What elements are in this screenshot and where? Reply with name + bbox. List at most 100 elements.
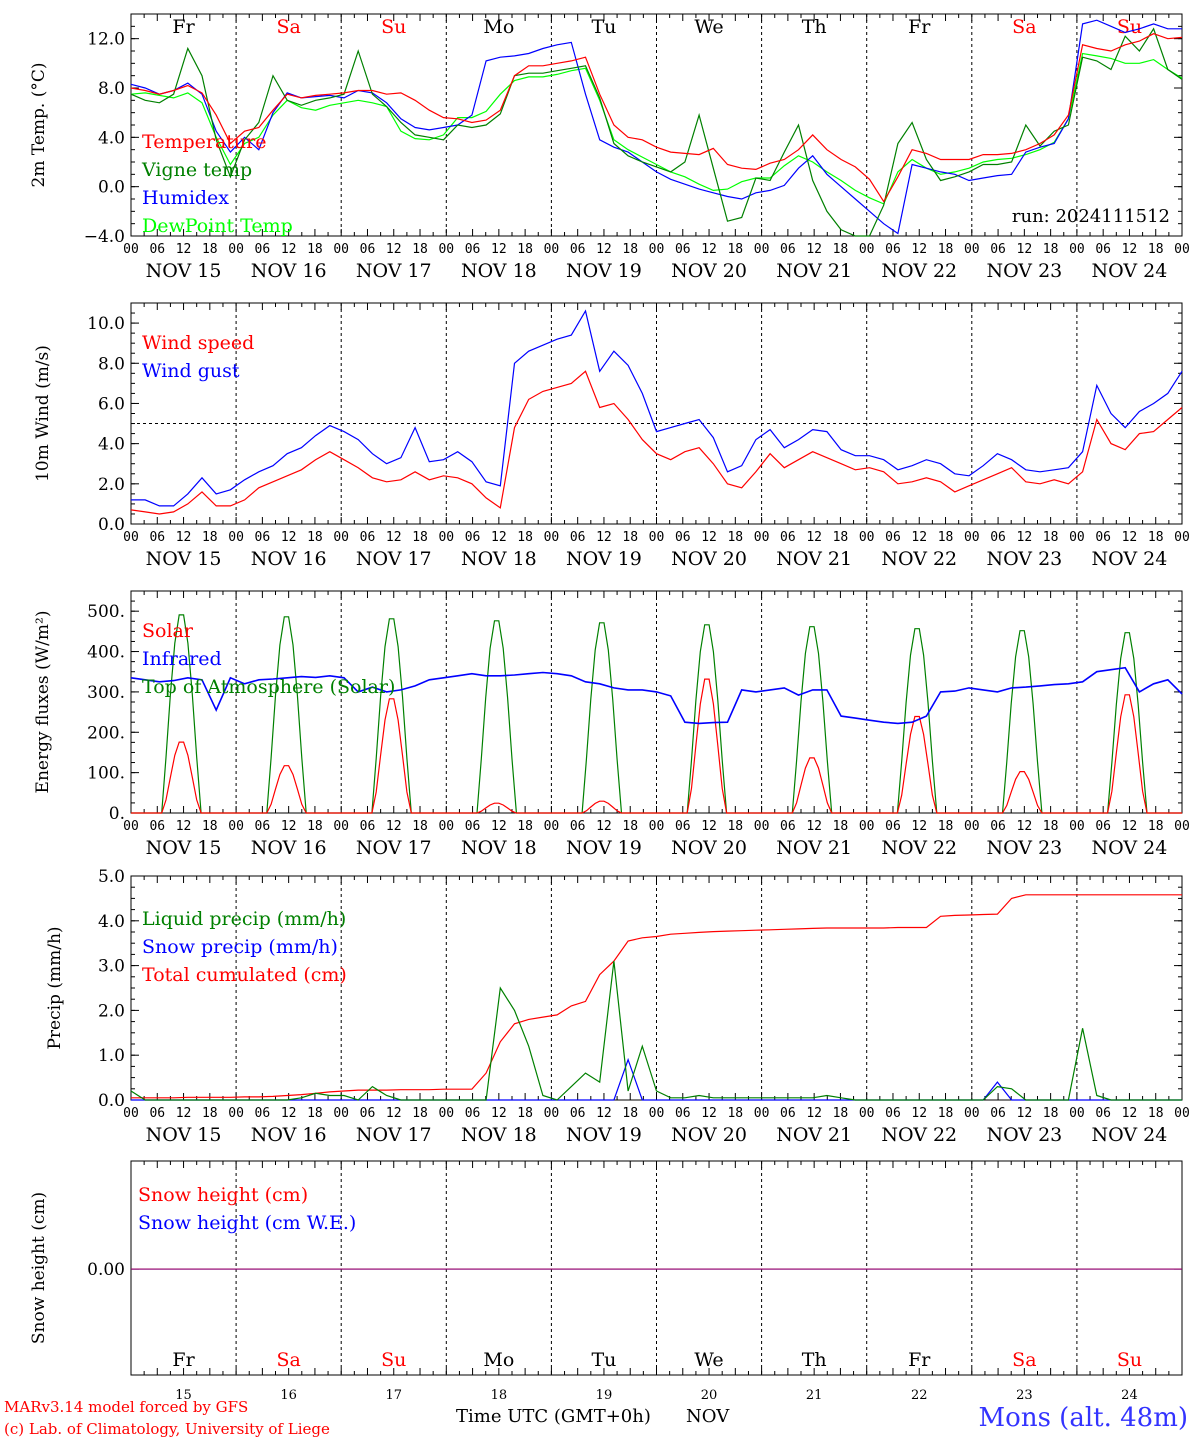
- day-label: Su: [381, 16, 406, 38]
- hour-label: 18: [202, 1106, 218, 1121]
- hour-label: 18: [202, 530, 218, 545]
- day-number: 23: [1016, 1388, 1033, 1403]
- series-wind-gust: [131, 309, 1183, 507]
- series-total-cumulated-cm-: [131, 894, 1182, 1099]
- hour-label: 12: [806, 530, 822, 545]
- hour-label: 00: [1069, 819, 1085, 834]
- y-axis-label: Snow height (cm): [29, 1192, 49, 1344]
- legend-entry: DewPoint Temp: [142, 215, 293, 237]
- hour-label: 18: [727, 819, 743, 834]
- y-tick-label: 0.00: [87, 1260, 125, 1280]
- series-solar: [131, 678, 1182, 814]
- date-label: NOV 18: [461, 260, 537, 282]
- hour-label: 12: [491, 242, 507, 257]
- hour-label: 18: [622, 530, 638, 545]
- hour-label: 00: [123, 530, 139, 545]
- hour-label: 06: [990, 819, 1006, 834]
- hour-label: 00: [228, 242, 244, 257]
- hour-label: 12: [911, 242, 927, 257]
- hour-label: 12: [911, 819, 927, 834]
- date-label: NOV 15: [146, 1124, 222, 1146]
- hour-label: 00: [544, 242, 560, 257]
- hour-label: 18: [412, 242, 428, 257]
- y-tick-label: 0.0: [98, 1091, 125, 1111]
- day-label: Sa: [1012, 1349, 1036, 1371]
- hour-label: 12: [1122, 819, 1138, 834]
- hour-label: 18: [938, 1106, 954, 1121]
- date-label: NOV 19: [566, 260, 642, 282]
- legend-entry: Temperature: [142, 131, 266, 153]
- hour-label: 18: [307, 530, 323, 545]
- hour-label: 06: [675, 1106, 691, 1121]
- date-label: NOV 24: [1092, 260, 1168, 282]
- hour-label: 00: [649, 1106, 665, 1121]
- hour-label: 12: [1017, 530, 1033, 545]
- panel-4: 0.0 1.0 2.0 3.0 4.0 5.0 Precip (mm/h) Liquid pr…: [45, 867, 1190, 1146]
- y-tick-label: 12.0: [87, 30, 125, 50]
- hour-label: 12: [386, 242, 402, 257]
- day-label: Sa: [276, 1349, 300, 1371]
- date-label: NOV 23: [986, 1124, 1062, 1146]
- panel-1: −4.0 0.0 4.0 8.0 12.0 2m Temp. (°C) Fr Sa Su Mo Tu…: [29, 13, 1190, 282]
- hour-label: 00: [228, 819, 244, 834]
- hour-label: 00: [544, 1106, 560, 1121]
- date-label: NOV 20: [671, 1124, 747, 1146]
- hour-label: 00: [123, 242, 139, 257]
- legend-entry: Top of Atmosphere (Solar): [142, 676, 395, 698]
- day-label: Mo: [483, 16, 514, 38]
- hour-label: 12: [701, 819, 717, 834]
- day-number: 19: [596, 1388, 613, 1403]
- series-infrared: [130, 666, 1183, 725]
- date-label: NOV 15: [146, 837, 222, 859]
- hour-label: 18: [307, 1106, 323, 1121]
- hour-label: 00: [754, 242, 770, 257]
- hour-label: 12: [1017, 242, 1033, 257]
- hour-label: 18: [412, 819, 428, 834]
- y-tick-label: 2.0: [98, 475, 125, 495]
- hour-label: 06: [885, 1106, 901, 1121]
- date-label: NOV 16: [251, 837, 327, 859]
- y-tick-label: 6.0: [98, 394, 125, 414]
- date-label: NOV 19: [566, 837, 642, 859]
- series-vigne-temp: [130, 27, 1183, 237]
- hour-label: 00: [964, 819, 980, 834]
- hour-label: 06: [360, 242, 376, 257]
- hour-label: 12: [806, 242, 822, 257]
- hour-label: 06: [465, 530, 481, 545]
- hour-label: 00: [123, 819, 139, 834]
- hour-label: 06: [1095, 1106, 1111, 1121]
- day-number: 17: [385, 1388, 402, 1403]
- hour-label: 00: [228, 530, 244, 545]
- date-label: NOV 18: [461, 837, 537, 859]
- date-label: NOV 18: [461, 1124, 537, 1146]
- hour-label: 12: [1122, 242, 1138, 257]
- day-number: 24: [1121, 1388, 1138, 1403]
- hour-label: 06: [570, 530, 586, 545]
- day-label: Su: [381, 1349, 406, 1371]
- date-label: NOV 21: [776, 548, 852, 570]
- hour-label: 06: [990, 530, 1006, 545]
- hour-label: 06: [990, 242, 1006, 257]
- day-label: Fr: [172, 16, 195, 38]
- hour-label: 06: [570, 819, 586, 834]
- hour-label: 00: [1174, 1106, 1190, 1121]
- hour-label: 18: [727, 1106, 743, 1121]
- hour-label: 18: [938, 242, 954, 257]
- date-label: NOV 21: [776, 260, 852, 282]
- legend-entry: Wind speed: [142, 332, 254, 354]
- day-label: Su: [1117, 16, 1142, 38]
- legend-entry: Solar: [142, 620, 194, 642]
- day-label: Sa: [1012, 16, 1036, 38]
- y-tick-label: 400.: [87, 643, 125, 663]
- hour-label: 06: [780, 1106, 796, 1121]
- legend-entry: Vigne temp: [141, 159, 252, 181]
- hour-label: 00: [1069, 530, 1085, 545]
- y-tick-label: 0.0: [98, 178, 125, 198]
- date-label: NOV 20: [671, 260, 747, 282]
- hour-label: 06: [570, 242, 586, 257]
- hour-label: 06: [149, 242, 165, 257]
- date-label: NOV 16: [251, 260, 327, 282]
- y-tick-label: 3.0: [98, 957, 125, 977]
- day-label: Sa: [276, 16, 300, 38]
- hour-label: 12: [596, 819, 612, 834]
